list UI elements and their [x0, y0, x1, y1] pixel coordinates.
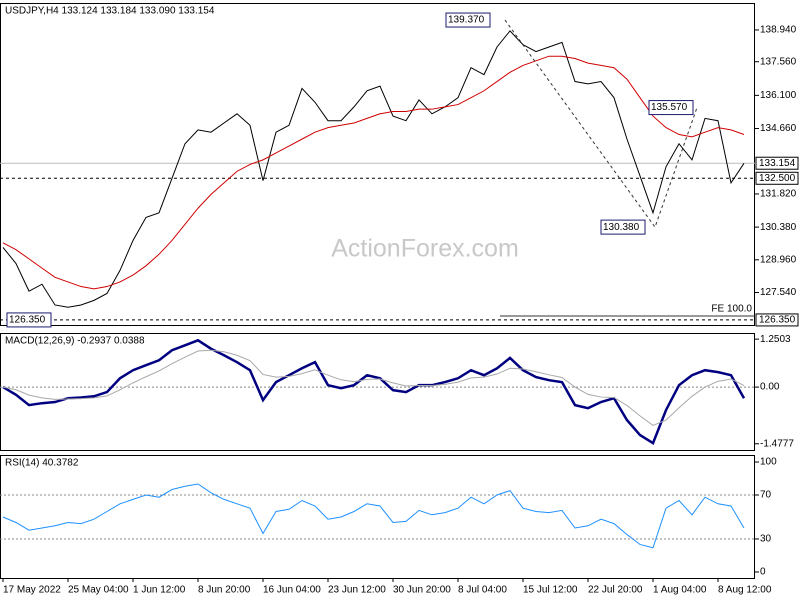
annotation-label: 139.370 [448, 15, 485, 26]
series-line [2, 483, 745, 549]
y-tick-label: 130.380 [760, 222, 797, 233]
y-tick-label: 30 [760, 534, 772, 545]
y-tick-label: 131.820 [760, 189, 797, 200]
y-tick-label: 128.960 [760, 254, 797, 265]
annotation-box [648, 100, 694, 116]
y-tick-label: 70 [760, 490, 772, 501]
x-tick-label: 8 Jul 04:00 [458, 585, 507, 596]
price-label-box [755, 156, 799, 170]
y-tick-label: 137.560 [760, 56, 797, 67]
annotation-box [6, 312, 52, 328]
y-tick-label: 134.660 [760, 123, 797, 134]
panel-title: RSI(14) 40.3782 [5, 458, 79, 469]
y-tick-label: 0.00 [760, 382, 780, 393]
y-tick-label: 100 [760, 457, 777, 468]
price-label-box [755, 171, 799, 185]
fe-label: FE 100.0 [711, 304, 752, 315]
annotation-box [445, 12, 491, 28]
price-label: 132.500 [759, 173, 796, 184]
annotation-label: 126.350 [9, 315, 46, 326]
series-line [2, 55, 745, 290]
y-tick-label: 138.940 [760, 25, 797, 36]
annotation-label: 135.570 [651, 102, 688, 113]
x-tick-label: 8 Jun 20:00 [198, 585, 251, 596]
x-tick-label: 8 Aug 12:00 [718, 585, 772, 596]
series-line [2, 30, 745, 308]
y-tick-label: -1.4777 [760, 438, 794, 449]
x-tick-label: 1 Aug 04:00 [653, 585, 707, 596]
y-tick-label: 0 [760, 567, 766, 578]
panel-title: USDJPY,H4 133.124 133.184 133.090 133.15… [5, 6, 215, 17]
x-tick-label: 22 Jul 20:00 [588, 585, 643, 596]
panel-frame [0, 3, 755, 326]
panel-frame [0, 455, 755, 579]
x-tick-label: 1 Jun 12:00 [133, 585, 186, 596]
price-label: 133.154 [759, 158, 796, 169]
price-label: 126.350 [759, 315, 796, 326]
x-tick-label: 16 Jun 04:00 [263, 585, 321, 596]
annotation-label: 130.380 [603, 222, 640, 233]
series-line [2, 338, 746, 445]
price-label-box [755, 313, 799, 327]
y-tick-label: 1.2503 [760, 334, 791, 345]
x-tick-label: 30 Jun 20:00 [393, 585, 451, 596]
watermark: ActionForex.com [331, 235, 519, 263]
x-tick-label: 25 May 04:00 [68, 585, 129, 596]
x-tick-label: 17 May 2022 [3, 585, 61, 596]
x-tick-label: 23 Jun 12:00 [328, 585, 386, 596]
y-tick-label: 127.540 [760, 287, 797, 298]
projection-line [504, 19, 698, 229]
panel-title: MACD(12,26,9) -0.2937 0.0388 [5, 336, 145, 347]
panel-frame [0, 333, 755, 451]
annotation-box [600, 219, 646, 235]
y-tick-label: 136.100 [760, 90, 797, 101]
series-line [2, 349, 745, 427]
x-tick-label: 15 Jul 12:00 [523, 585, 578, 596]
